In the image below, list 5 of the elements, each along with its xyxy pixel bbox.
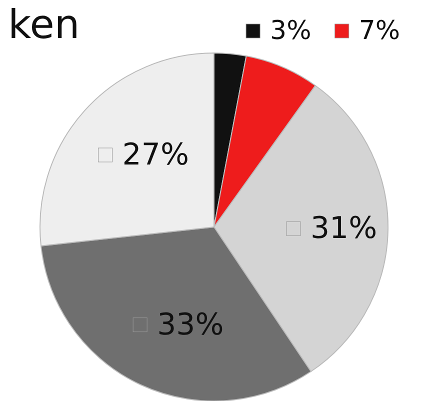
data-label: 27% — [122, 137, 189, 172]
data-label: 31% — [310, 211, 378, 246]
data-label: 33% — [157, 307, 224, 342]
data-label: 7% — [358, 16, 400, 46]
data-label: 3% — [270, 16, 312, 46]
